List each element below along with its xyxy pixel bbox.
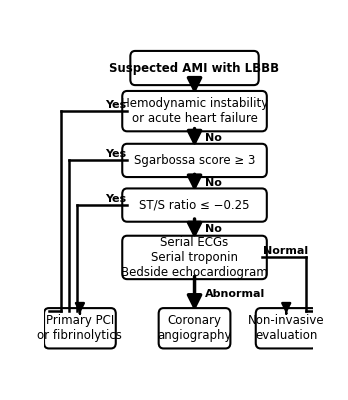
Text: Yes: Yes bbox=[105, 194, 126, 204]
FancyBboxPatch shape bbox=[122, 144, 267, 177]
Text: No: No bbox=[205, 178, 222, 188]
Text: Serial ECGs
Serial troponin
Bedside echocardiogram: Serial ECGs Serial troponin Bedside echo… bbox=[121, 236, 268, 279]
Text: ST/S ratio ≤ −0.25: ST/S ratio ≤ −0.25 bbox=[139, 198, 250, 212]
FancyBboxPatch shape bbox=[130, 51, 259, 85]
Text: Suspected AMI with LBBB: Suspected AMI with LBBB bbox=[110, 62, 279, 74]
Text: No: No bbox=[205, 224, 222, 234]
Text: Coronary
angiography: Coronary angiography bbox=[157, 314, 232, 342]
Text: Sgarbossa score ≥ 3: Sgarbossa score ≥ 3 bbox=[134, 154, 255, 167]
FancyBboxPatch shape bbox=[256, 308, 317, 348]
Text: No: No bbox=[205, 132, 222, 142]
Text: Yes: Yes bbox=[105, 149, 126, 159]
FancyBboxPatch shape bbox=[44, 308, 116, 348]
Text: Yes: Yes bbox=[105, 100, 126, 110]
FancyBboxPatch shape bbox=[159, 308, 230, 348]
Text: Non-invasive
evaluation: Non-invasive evaluation bbox=[248, 314, 325, 342]
FancyBboxPatch shape bbox=[122, 91, 267, 131]
FancyBboxPatch shape bbox=[122, 188, 267, 222]
FancyBboxPatch shape bbox=[122, 236, 267, 279]
Text: Normal: Normal bbox=[263, 246, 308, 256]
Text: Abnormal: Abnormal bbox=[205, 289, 266, 299]
Text: Primary PCI
or fibrinolytics: Primary PCI or fibrinolytics bbox=[38, 314, 122, 342]
Text: Hemodynamic instability
or acute heart failure: Hemodynamic instability or acute heart f… bbox=[121, 97, 268, 125]
